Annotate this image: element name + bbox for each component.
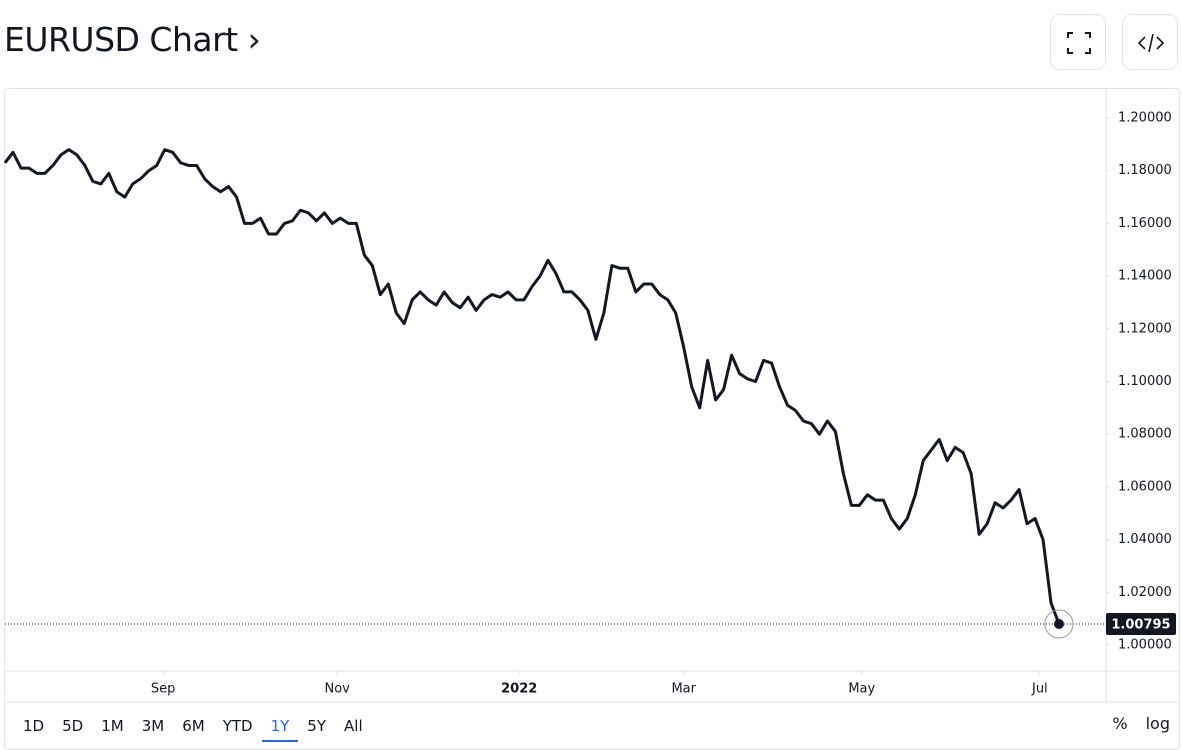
x-tick-label: Mar	[671, 682, 696, 697]
range-button[interactable]: 5D	[62, 717, 84, 735]
y-tick-label: 1.00000	[1118, 637, 1172, 652]
last-point	[1054, 619, 1064, 630]
range-toolbar: 1D 5D 1M 3M 6M YTD 1Y 5Y All	[14, 714, 372, 742]
x-tick-label: Nov	[324, 682, 350, 697]
last-price-label: 1.00795	[1111, 618, 1170, 633]
x-tick-label: Sep	[151, 682, 176, 697]
y-tick-label: 1.08000	[1118, 427, 1172, 442]
fullscreen-button[interactable]	[1050, 14, 1106, 70]
scale-button[interactable]: %	[1112, 714, 1128, 733]
embed-button[interactable]	[1122, 14, 1178, 70]
y-tick-label: 1.16000	[1118, 216, 1172, 231]
y-tick-label: 1.04000	[1118, 532, 1172, 547]
range-button[interactable]: 3M	[141, 717, 165, 735]
last-price-box	[1106, 613, 1176, 636]
scale-options: % log	[1112, 714, 1170, 733]
range-button[interactable]: 1M	[101, 717, 124, 735]
price-line	[3, 148, 1061, 625]
range-button[interactable]: All	[344, 717, 363, 735]
range-button[interactable]: 1D	[23, 717, 45, 735]
range-button[interactable]: 6M	[182, 717, 205, 735]
embed-icon	[1137, 33, 1165, 53]
range-button[interactable]: 1Y	[261, 714, 299, 742]
y-tick-label: 1.14000	[1118, 269, 1172, 284]
x-tick-label: Jul	[1031, 682, 1048, 697]
fullscreen-icon	[1067, 32, 1091, 54]
y-tick-label: 1.10000	[1118, 374, 1172, 389]
y-tick-label: 1.06000	[1118, 479, 1172, 494]
x-tick-label: May	[848, 682, 875, 697]
y-tick-label: 1.02000	[1118, 585, 1172, 600]
y-tick-label: 1.20000	[1118, 111, 1172, 126]
scale-button[interactable]: log	[1145, 714, 1170, 733]
last-point-ring	[1044, 609, 1074, 639]
y-tick-label: 1.12000	[1118, 321, 1172, 336]
range-button[interactable]: YTD	[222, 717, 253, 735]
range-button[interactable]: 5Y	[307, 717, 327, 735]
x-tick-label: 2022	[501, 682, 537, 697]
title[interactable]: EURUSD Chart ›	[4, 20, 261, 59]
y-tick-label: 1.18000	[1118, 163, 1172, 178]
